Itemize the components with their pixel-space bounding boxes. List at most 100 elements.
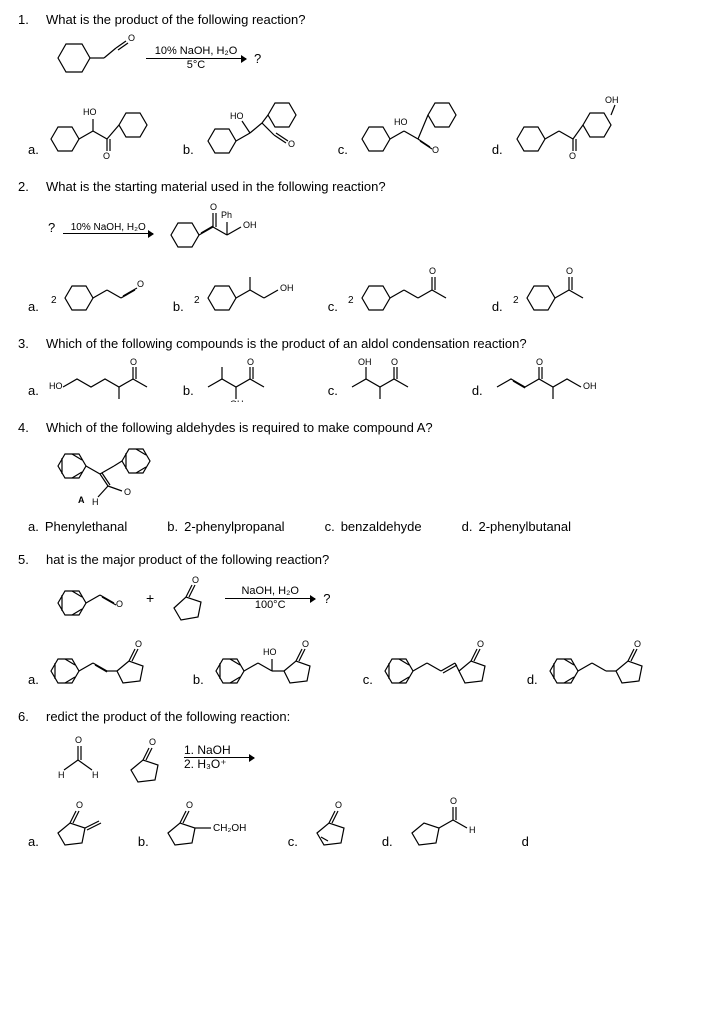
q5-choice-c: c. O [363,631,507,691]
q2-text: What is the starting material used in th… [46,179,695,194]
q2-choice-c: c. 2 O [328,263,472,318]
q5-reagent-bot: 100°C [255,599,286,611]
q2-reagent: 10% NaOH, H₂O [71,222,146,233]
svg-text:O: O [391,357,398,367]
q3-choice-b: b. OH O [183,357,308,402]
q4-number: 4. [18,420,36,435]
q1-reagent-bot: 5°C [187,59,205,71]
svg-text:O: O [432,145,439,155]
q1-qmark: ? [254,51,261,66]
structure-icon: O CH₂OH [153,793,268,853]
structure-icon: 2 O [507,263,607,318]
q5-qmark: ? [323,591,330,606]
q1-text: What is the product of the following rea… [46,12,695,27]
structure-icon: O [162,573,217,623]
structure-icon: O H [397,793,482,853]
q5-text: hat is the major product of the followin… [46,552,695,567]
q2-choice-b: b. 2 OH [173,263,308,318]
structure-icon: O H A [48,441,178,511]
structure-icon: 2 OH [188,263,308,318]
svg-text:O: O [135,639,142,649]
q2-number: 2. [18,179,36,194]
structure-icon: O [43,793,118,853]
svg-text:A: A [78,495,85,505]
svg-text:HO: HO [263,647,277,657]
q1-choice-d: d. OH O [492,91,627,161]
q1-choice-c: c. HO O [338,91,472,161]
structure-icon: HO O [198,91,318,161]
question-3: 3. Which of the following compounds is t… [18,336,695,402]
svg-text:H: H [92,497,99,507]
q6-step2: 2. H₃O⁺ [184,758,227,771]
svg-text:O: O [186,800,193,810]
q5-reagent-top: NaOH, H₂O [241,585,298,597]
svg-text:O: O [192,575,199,585]
q2-choice-d: d. 2 O [492,263,607,318]
structure-icon: O [302,793,362,853]
svg-text:O: O [137,279,144,289]
q3-choice-d: d. O OH [472,357,617,402]
svg-text:H: H [92,770,99,780]
svg-text:2: 2 [348,295,354,306]
question-4: 4. Which of the following aldehydes is r… [18,420,695,534]
q2-product-structure: O Ph OH [161,200,281,255]
svg-text:CH₂OH: CH₂OH [213,823,246,834]
q6-step1: 1. NaOH [184,744,231,757]
q2-reaction: ? 10% NaOH, H₂O O Ph OH [48,200,695,255]
q1-start-structure: O [48,33,138,83]
svg-text:O: O [210,202,217,212]
structure-icon: HO O [208,631,343,691]
svg-text:O: O [566,266,573,276]
q4-compound-a: O H A [48,441,695,511]
q1-choice-b: b. HO O [183,91,318,161]
q6-extra-d: d [522,834,529,853]
svg-text:O: O [302,639,309,649]
q5-choice-d: d. O [527,631,672,691]
structure-icon: O OH [487,357,617,402]
svg-text:HO: HO [83,107,97,117]
question-6: 6. redict the product of the following r… [18,709,695,853]
svg-text:O: O [130,357,137,367]
question-1: 1. What is the product of the following … [18,12,695,161]
arrow-icon [184,757,254,758]
q4-choice-a: a.Phenylethanal [28,519,127,534]
structure-icon: 2 O [342,263,472,318]
svg-text:OH: OH [243,220,257,230]
q1-reaction: O 10% NaOH, H₂O 5°C ? [48,33,695,83]
question-2: 2. What is the starting material used in… [18,179,695,318]
svg-text:O: O [103,151,110,161]
svg-text:OH: OH [230,399,244,402]
q3-number: 3. [18,336,36,351]
structure-icon: OH O [342,357,452,402]
svg-text:HO: HO [230,111,244,121]
svg-text:O: O [247,357,254,367]
structure-icon: HO O [43,357,163,402]
svg-text:OH: OH [605,95,619,105]
q6-choice-d: d. O H [382,793,482,853]
svg-text:O: O [75,735,82,745]
q2-choices: a. 2 O b. 2 [28,263,695,318]
q5-choice-b: b. HO O [193,631,343,691]
q1-choices: a. HO O b. [28,91,695,161]
structure-icon: OH O [507,91,627,161]
q6-text: redict the product of the following reac… [46,709,695,724]
q2-start-q: ? [48,220,55,235]
structure-icon: HO O [43,91,163,161]
q5-choice-a: a. O [28,631,173,691]
structure-icon: O [116,730,176,785]
structure-icon: O [43,631,173,691]
svg-text:O: O [536,357,543,367]
structure-icon: 2 O [43,263,153,318]
q5-reaction: O + O NaOH, H₂O 100°C ? [48,573,695,623]
svg-text:OH: OH [583,381,597,391]
svg-text:O: O [634,639,641,649]
question-5: 5. hat is the major product of the follo… [18,552,695,691]
structure-icon: HO O [352,91,472,161]
q4-choice-d: d.2-phenylbutanal [462,519,571,534]
q1-number: 1. [18,12,36,27]
svg-text:2: 2 [194,295,200,306]
svg-text:HO: HO [394,117,408,127]
svg-text:O: O [149,737,156,747]
arrow-icon [146,58,246,59]
q6-choice-c: c. O [288,793,362,853]
